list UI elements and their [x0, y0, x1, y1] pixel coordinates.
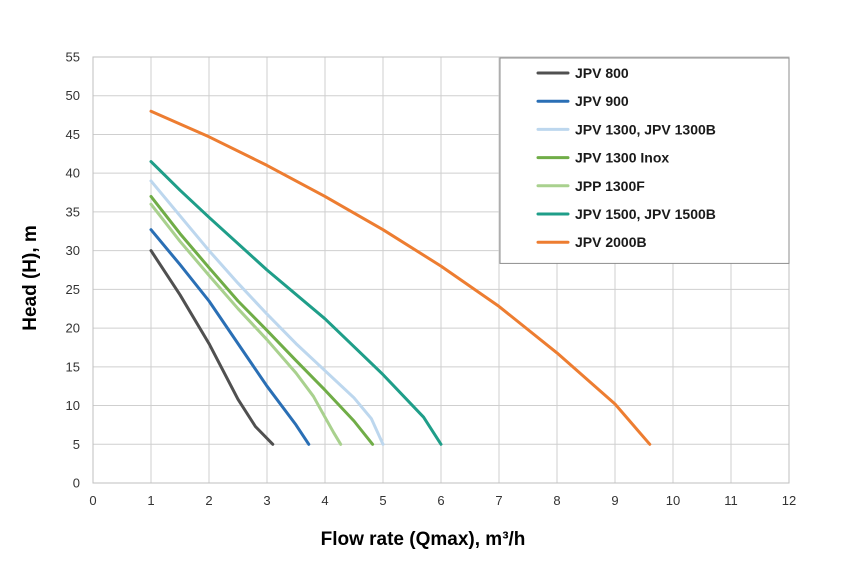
x-axis-title: Flow rate (Qmax), m³/h — [321, 529, 526, 550]
legend: JPV 800 JPV 900 JPV 1300, JPV 1300B JPV 130… — [499, 57, 790, 264]
y-axis-title: Head (H), m — [20, 225, 41, 331]
series-line-7 — [149, 109, 652, 446]
legend-label: JPV 1500, JPV 1500B — [575, 206, 716, 222]
series-line-1 — [149, 249, 275, 446]
x-tick-label: 2 — [205, 493, 212, 508]
x-tick-label: 11 — [724, 493, 738, 508]
legend-box — [499, 57, 790, 264]
x-tick-labels: 0 1 2 3 4 5 6 7 8 9 10 11 12 — [89, 493, 796, 508]
legend-label: JPV 800 — [575, 65, 629, 81]
y-tick-labels: 0 5 10 15 20 25 30 35 40 45 50 55 — [66, 50, 80, 491]
y-tick-label: 50 — [66, 88, 80, 103]
series-line-3 — [149, 179, 385, 446]
y-tick-label: 10 — [66, 398, 80, 413]
x-tick-label: 4 — [321, 493, 328, 508]
x-tick-label: 7 — [495, 493, 502, 508]
y-tick-label: 40 — [66, 166, 80, 181]
series-line-2 — [149, 228, 311, 446]
x-tick-label: 0 — [89, 493, 96, 508]
y-tick-label: 45 — [66, 127, 80, 142]
axes — [92, 56, 790, 484]
plot-area-frame — [92, 56, 790, 484]
y-tick-label: 35 — [66, 204, 80, 219]
x-tick-label: 1 — [147, 493, 154, 508]
series-line-6 — [149, 160, 443, 446]
y-tick-label: 15 — [66, 359, 80, 374]
legend-label: JPV 1300 Inox — [575, 150, 669, 166]
x-tick-label: 5 — [379, 493, 386, 508]
x-tick-label: 6 — [437, 493, 444, 508]
y-tick-label: 0 — [73, 476, 80, 491]
y-tick-label: 55 — [66, 50, 80, 65]
x-tick-label: 12 — [782, 493, 796, 508]
series-line-4 — [149, 194, 375, 446]
legend-label: JPV 1300, JPV 1300B — [575, 121, 716, 137]
series-line-5 — [149, 202, 343, 446]
x-tick-label: 9 — [611, 493, 618, 508]
x-tick-label: 8 — [553, 493, 560, 508]
legend-label: JPV 900 — [575, 93, 629, 109]
y-tick-label: 30 — [66, 243, 80, 258]
y-tick-label: 5 — [73, 437, 80, 452]
x-tick-label: 3 — [263, 493, 270, 508]
y-tick-label: 25 — [66, 282, 80, 297]
legend-label: JPV 2000B — [575, 234, 647, 250]
legend-label: JPP 1300F — [575, 178, 645, 194]
y-tick-label: 20 — [66, 321, 80, 336]
series-lines — [149, 109, 652, 446]
x-tick-label: 10 — [666, 493, 680, 508]
